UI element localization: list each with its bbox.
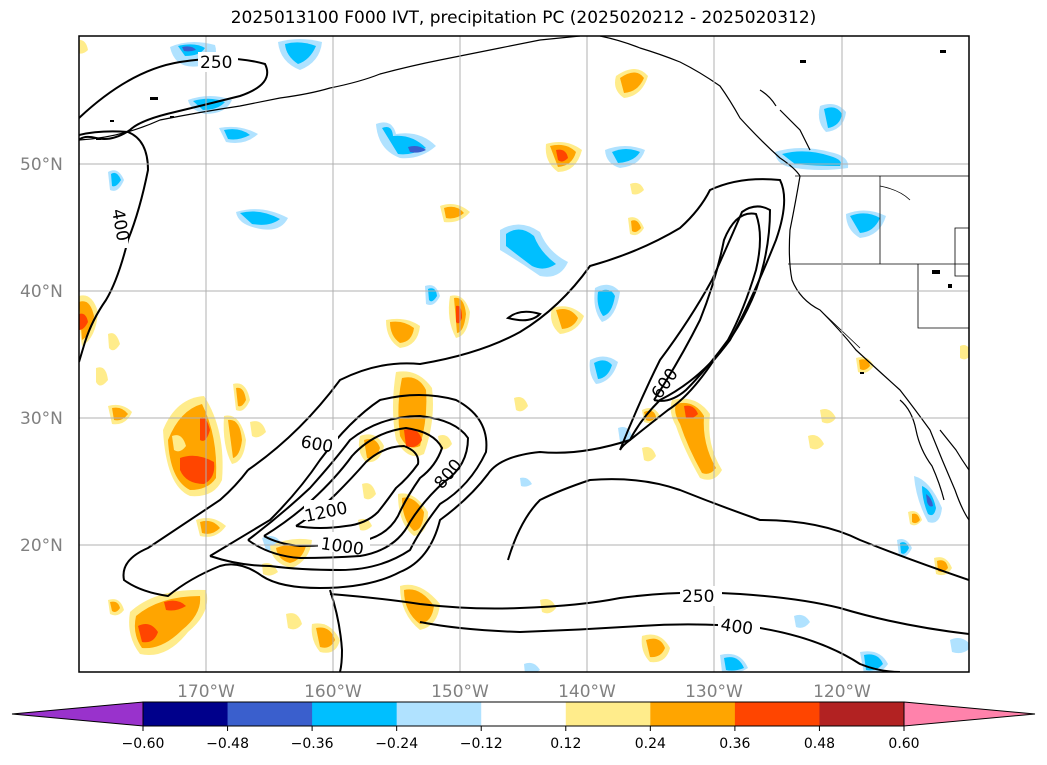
lon-label-120w: 120°W: [813, 682, 871, 702]
latitude-labels: 50°N 40°N 30°N 20°N: [20, 155, 63, 556]
colorbar-bin: [312, 702, 398, 726]
contour-label: 400: [719, 615, 754, 639]
colorbar-bin: [396, 702, 482, 726]
contour-label: 250: [200, 53, 232, 73]
colorbar-tick-label: 0.60: [888, 736, 919, 752]
lat-label-30n: 30°N: [20, 409, 63, 429]
colorbar-tick-label: 0.36: [719, 736, 750, 752]
graticule: [79, 36, 969, 672]
lat-label-40n: 40°N: [20, 282, 63, 302]
lon-label-140w: 140°W: [558, 682, 616, 702]
lon-label-160w: 160°W: [304, 682, 362, 702]
colorbar-tick-label: −0.24: [375, 736, 418, 752]
colorbar-bin: [650, 702, 736, 726]
colorbar-bin: [481, 702, 567, 726]
coastlines: [79, 36, 969, 521]
colorbar: −0.60 −0.48 −0.36 −0.24 −0.12 0.12 0.24 0.36 0.4…: [11, 701, 1036, 752]
colorbar-tick-label: 0.12: [550, 736, 581, 752]
lat-label-20n: 20°N: [20, 536, 63, 556]
colorbar-overflow: [903, 701, 1036, 727]
ivt-contours: [79, 57, 969, 672]
lon-label-150w: 150°W: [431, 682, 489, 702]
colorbar-bin: [565, 702, 651, 726]
colorbar-bin: [734, 702, 820, 726]
colorbar-frame: [142, 701, 905, 727]
colorbar-bin: [819, 702, 905, 726]
colorbar-tick-label: −0.36: [291, 736, 334, 752]
lon-label-130w: 130°W: [685, 682, 743, 702]
colorbar-tick-label: 0.48: [804, 736, 835, 752]
map-panel: [79, 36, 969, 672]
contour-label: 250: [682, 587, 714, 607]
lat-label-50n: 50°N: [20, 155, 63, 175]
colorbar-underflow: [11, 701, 144, 727]
map-frame: [78, 35, 970, 673]
colorbar-tick-label: −0.60: [122, 736, 165, 752]
colorbar-tick-label: −0.12: [460, 736, 503, 752]
map-title: 2025013100 F000 IVT, precipitation PC (2…: [230, 8, 817, 28]
islands: [96, 50, 952, 374]
colorbar-bin: [143, 702, 229, 726]
colorbar-bin: [227, 702, 313, 726]
longitude-labels: 170°W 160°W 150°W 140°W 130°W 120°W: [177, 682, 871, 702]
political-borders: [788, 175, 969, 349]
colorbar-tick-label: −0.48: [206, 736, 249, 752]
colorbar-tick-label: 0.24: [635, 736, 666, 752]
lon-label-170w: 170°W: [177, 682, 235, 702]
